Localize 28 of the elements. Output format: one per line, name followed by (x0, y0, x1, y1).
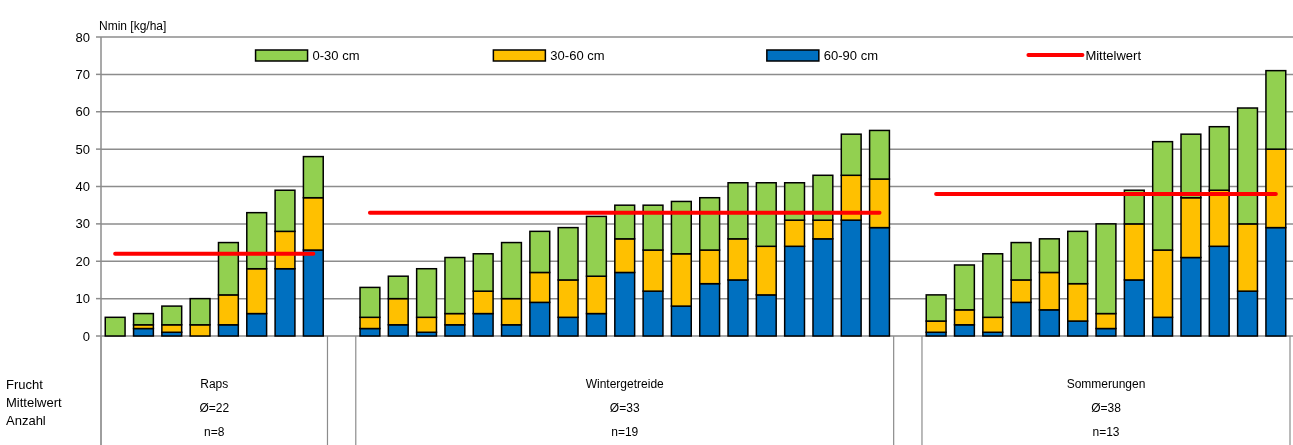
text: Sommerungen (1066, 377, 1146, 391)
text: Anzahl (6, 413, 46, 428)
text: Frucht (6, 377, 44, 392)
bar (104, 316, 126, 337)
y-tick-label: 80 (75, 29, 90, 45)
legend-label: 60-90 cm (823, 47, 879, 63)
text: Raps (200, 377, 229, 391)
y-tick-label: 30 (75, 216, 90, 232)
y-tick-label: 40 (75, 179, 90, 195)
legend-label: 0-30 cm (312, 47, 360, 63)
legend-label: Mittelwert (1085, 47, 1142, 63)
y-tick-label: 70 (75, 66, 90, 82)
text: Ø=22 (199, 401, 230, 415)
y-tick-label: 20 (75, 253, 90, 269)
bar (132, 312, 155, 326)
text: n=8 (204, 425, 225, 439)
y-axis-title: Nmin [kg/ha] (99, 19, 167, 33)
y-tick-label: 0 (82, 328, 90, 344)
y-tick-label: 60 (75, 104, 90, 120)
legend-label: 30-60 cm (550, 47, 605, 63)
text: Ø=33 (609, 401, 640, 415)
text: n=19 (611, 425, 639, 439)
y-tick-label: 10 (75, 291, 90, 307)
text: Ø=38 (1091, 401, 1122, 415)
text: Mittelwert (6, 395, 63, 410)
text: n=13 (1092, 425, 1120, 439)
text: Wintergetreide (585, 377, 665, 391)
y-tick-label: 50 (75, 141, 90, 157)
